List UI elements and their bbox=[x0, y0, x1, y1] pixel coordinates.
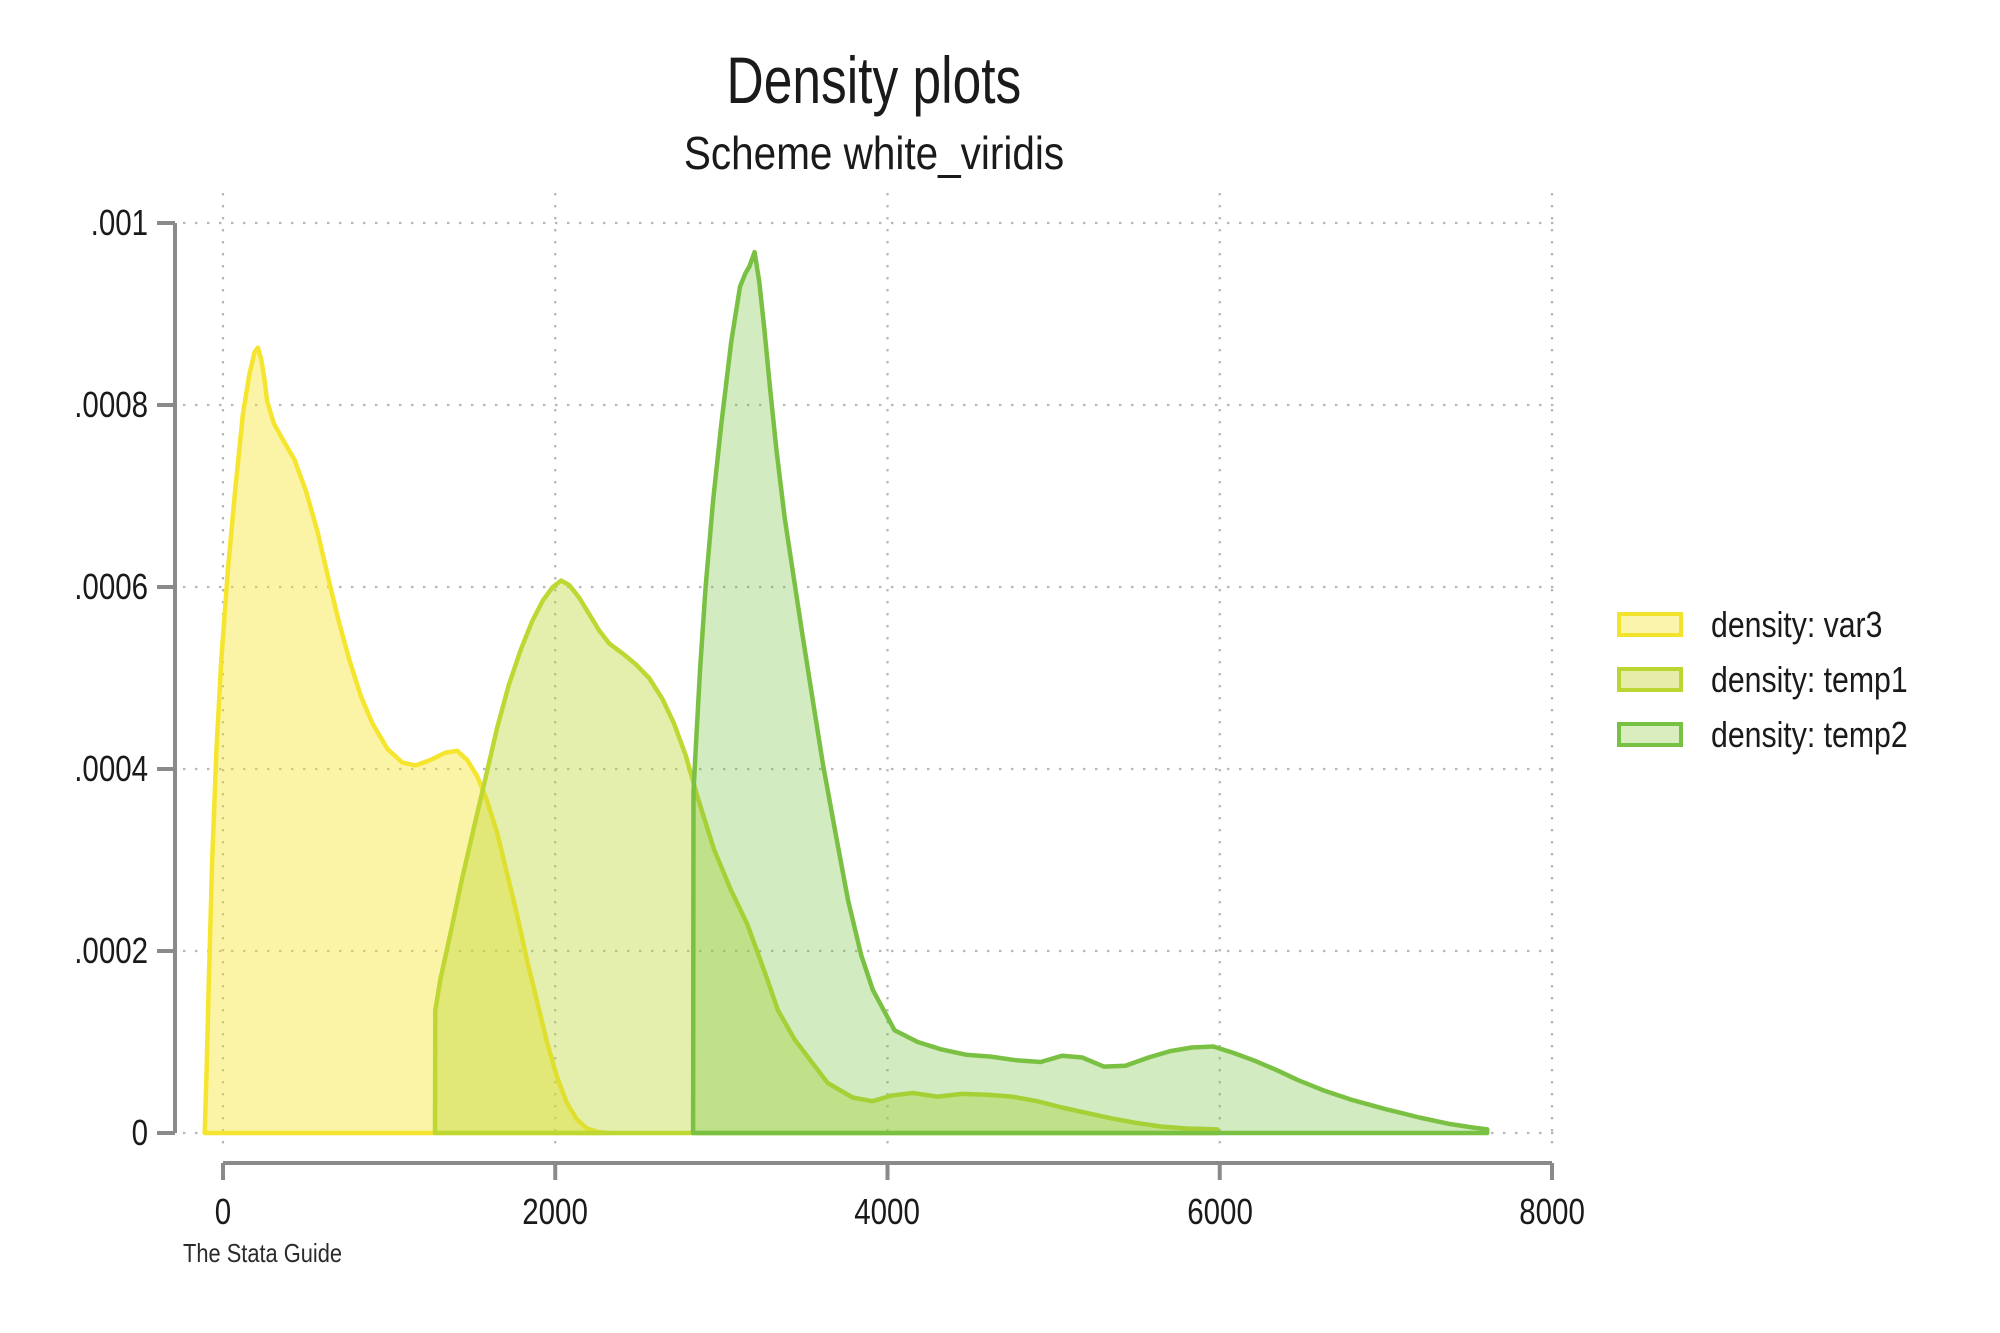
chart-title: Density plots bbox=[726, 43, 1022, 117]
density-area-density-var3 bbox=[202, 345, 611, 1136]
y-tick-label: .0008 bbox=[74, 384, 148, 425]
chart-subtitle: Scheme white_viridis bbox=[683, 127, 1065, 179]
y-tick-label: .0004 bbox=[74, 748, 148, 789]
y-tick-label: .0006 bbox=[74, 566, 148, 607]
legend-label-temp1: density: temp1 bbox=[1711, 659, 1908, 700]
x-tick-label: 0 bbox=[214, 1191, 232, 1232]
legend-label-temp2: density: temp2 bbox=[1711, 714, 1908, 755]
legend: density: var3 density: temp1 density: te… bbox=[1617, 604, 1945, 777]
y-tick-label: .001 bbox=[90, 202, 148, 243]
legend-swatch-temp1 bbox=[1617, 667, 1683, 692]
legend-swatch-var3 bbox=[1617, 612, 1683, 637]
legend-item-var3: density: var3 bbox=[1617, 604, 1945, 645]
x-tick-label: 8000 bbox=[1519, 1191, 1585, 1232]
x-tick-label: 2000 bbox=[522, 1191, 589, 1232]
x-tick-label: 4000 bbox=[854, 1191, 921, 1232]
density-area-density-temp2 bbox=[690, 249, 1490, 1136]
legend-item-temp1: density: temp1 bbox=[1617, 659, 1945, 700]
x-tick-label: 6000 bbox=[1186, 1191, 1253, 1232]
legend-swatch-temp2 bbox=[1617, 722, 1683, 747]
legend-label-var3: density: var3 bbox=[1711, 604, 1883, 645]
footer-caption: The Stata Guide bbox=[183, 1238, 343, 1268]
density-area-density-temp1 bbox=[432, 578, 1220, 1136]
legend-item-temp2: density: temp2 bbox=[1617, 714, 1945, 755]
y-tick-label: 0 bbox=[131, 1112, 148, 1153]
y-tick-label: .0002 bbox=[74, 930, 148, 971]
